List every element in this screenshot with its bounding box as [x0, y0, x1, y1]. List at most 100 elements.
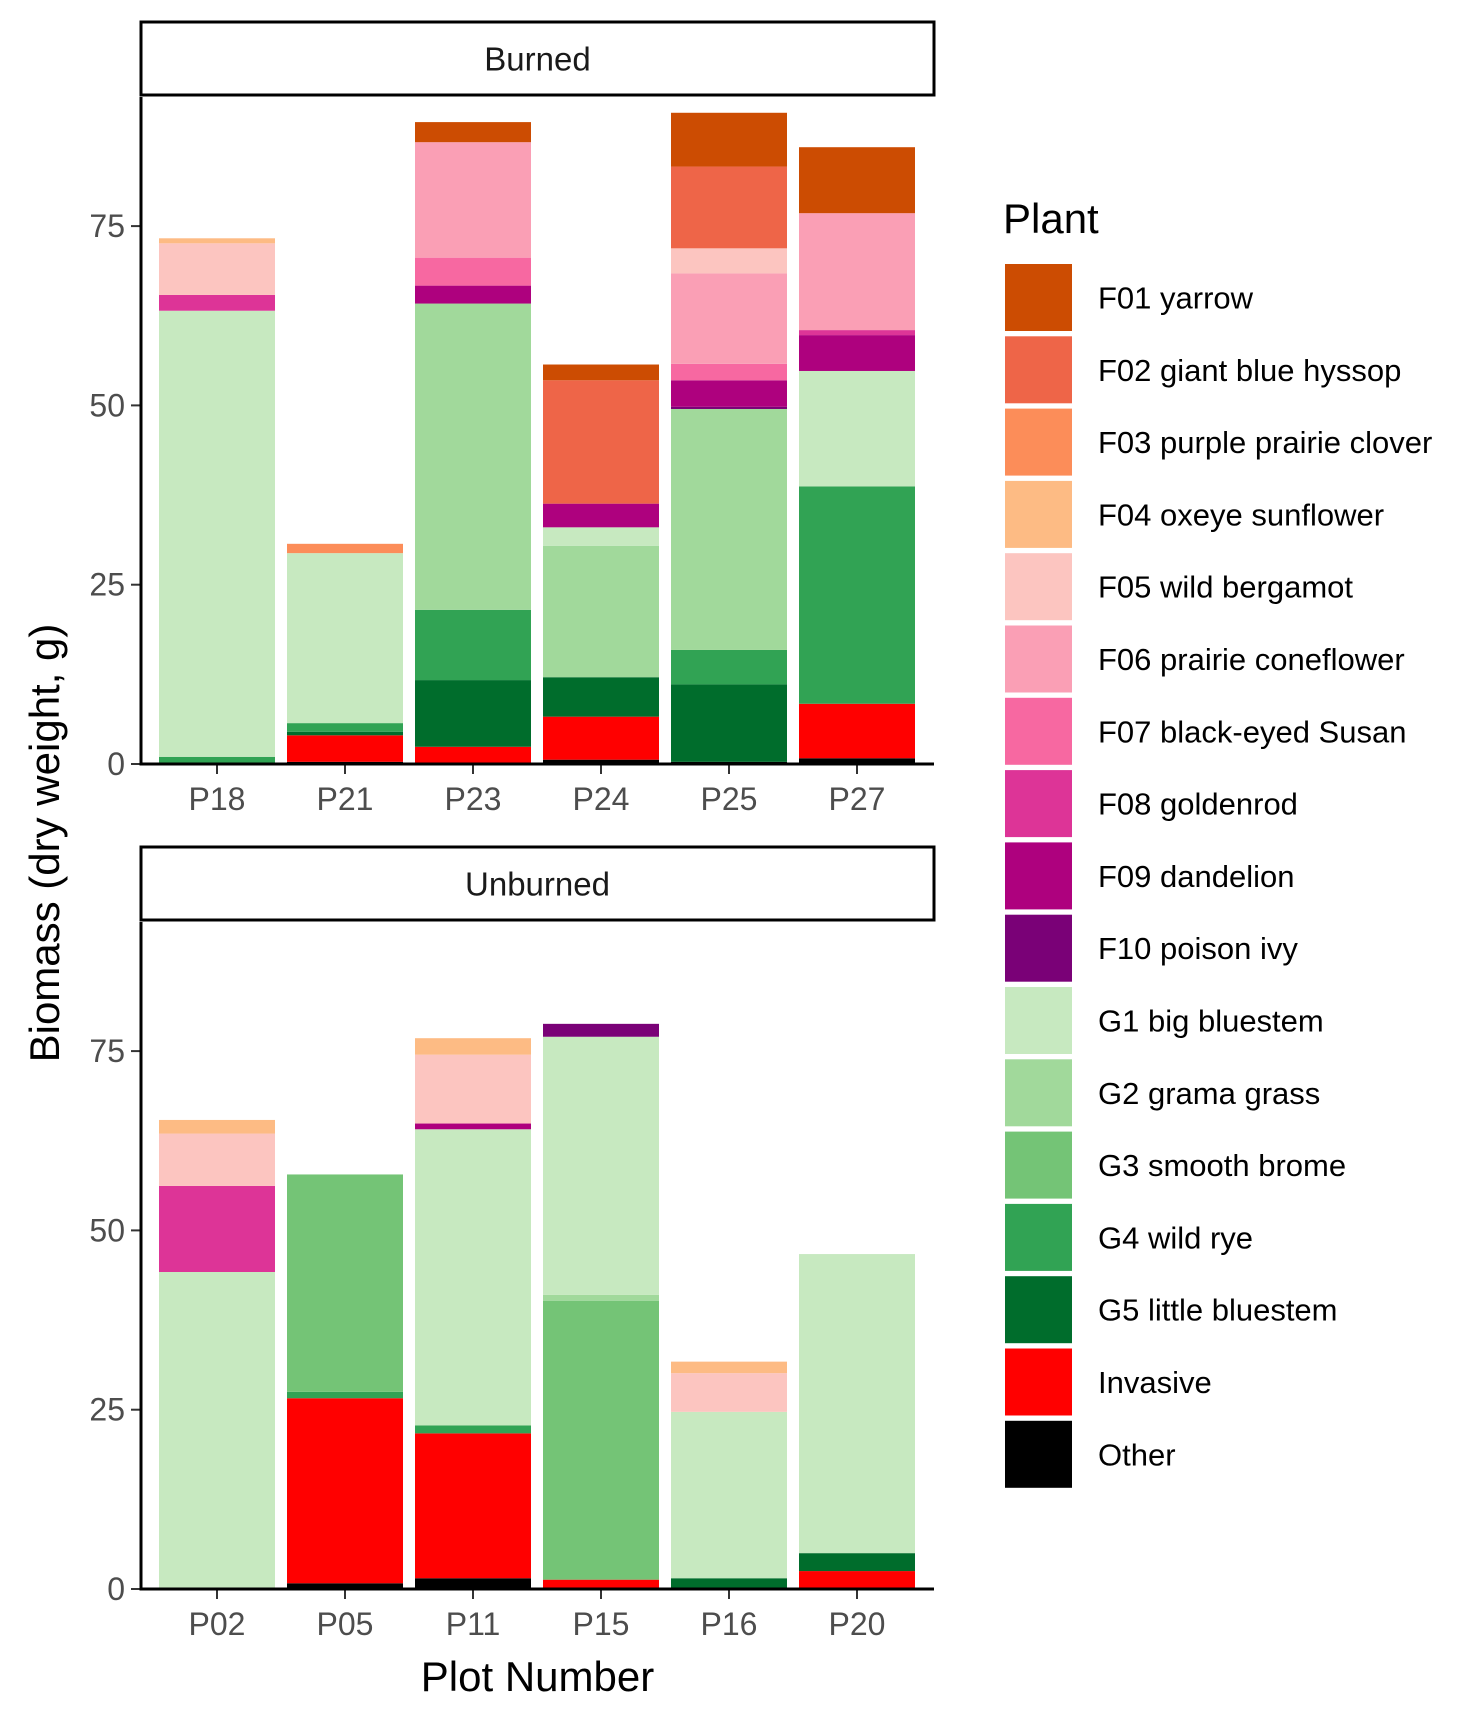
bar-segment-p05-g3-smooth-brome: [287, 1174, 403, 1392]
bar-segment-p02-g1-big-bluestem: [159, 1271, 275, 1588]
legend-key-other: [1005, 1420, 1072, 1488]
bar-segment-p25-g2-grama-grass: [671, 408, 787, 650]
legend-label-g2-grama-grass: G2 grama grass: [1098, 1076, 1320, 1111]
bar-segment-p11-f04-oxeye-sunflower: [415, 1038, 531, 1055]
x-tick-label-p23: P23: [445, 781, 502, 817]
bar-segment-p24-f02-giant-blue-hyssop: [543, 380, 659, 504]
bar-segment-p27-f01-yarrow: [799, 147, 915, 214]
bar-segment-p23-f01-yarrow: [415, 122, 531, 143]
x-tick-label-p16: P16: [701, 1606, 758, 1642]
legend-key-f02-giant-blue-hyssop: [1005, 336, 1072, 404]
bar-segment-p15-g3-smooth-brome: [543, 1300, 659, 1580]
bar-segment-p24-invasive: [543, 716, 659, 760]
y-tick-label-0: 0: [107, 746, 125, 782]
bar-segment-p21-g4-wild-rye: [287, 723, 403, 732]
y-axis-title: Biomass (dry weight, g): [21, 624, 68, 1063]
x-tick-label-p24: P24: [573, 781, 630, 817]
legend-label-f03-purple-prairie-clover: F03 purple prairie clover: [1098, 425, 1432, 460]
y-tick-label-0: 0: [107, 1571, 125, 1607]
legend-title: Plant: [1003, 195, 1099, 242]
legend-key-f04-oxeye-sunflower: [1005, 480, 1072, 548]
bar-segment-p21-g1-big-bluestem: [287, 553, 403, 724]
bar-segment-p21-g5-little-bluestem: [287, 731, 403, 736]
bar-segment-p24-f09-dandelion: [543, 503, 659, 528]
legend-label-f02-giant-blue-hyssop: F02 giant blue hyssop: [1098, 353, 1401, 388]
y-tick-label-25: 25: [89, 1392, 125, 1428]
legend-key-invasive: [1005, 1348, 1072, 1416]
legend-label-other: Other: [1098, 1437, 1176, 1472]
legend-key-f03-purple-prairie-clover: [1005, 408, 1072, 476]
bar-segment-p25-f01-yarrow: [671, 112, 787, 167]
legend-label-invasive: Invasive: [1098, 1365, 1212, 1400]
bar-segment-p23-f09-dandelion: [415, 285, 531, 304]
bar-segment-p23-g4-wild-rye: [415, 609, 531, 681]
bar-segment-p20-g5-little-bluestem: [799, 1553, 915, 1572]
bar-segment-p25-f07-black-eyed-susan: [671, 363, 787, 381]
bar-segment-p11-g4-wild-rye: [415, 1425, 531, 1434]
legend-label-f04-oxeye-sunflower: F04 oxeye sunflower: [1098, 497, 1384, 532]
bar-segment-p24-g5-little-bluestem: [543, 677, 659, 717]
bar-segment-p23-g2-grama-grass: [415, 303, 531, 610]
bar-segment-p21-f03-purple-prairie-clover: [287, 543, 403, 554]
y-tick-label-50: 50: [89, 387, 125, 423]
x-tick-label-p18: P18: [189, 781, 246, 817]
bar-segment-p18-f05-wild-bergamot: [159, 243, 275, 295]
bar-segment-p11-g1-big-bluestem: [415, 1129, 531, 1426]
bar-segment-p05-other: [287, 1583, 403, 1589]
x-axis-title: Plot Number: [421, 1653, 654, 1700]
panel-title-burned: Burned: [484, 41, 590, 78]
legend-key-f08-goldenrod: [1005, 770, 1072, 838]
legend-key-f09-dandelion: [1005, 842, 1072, 910]
x-tick-label-p25: P25: [701, 781, 758, 817]
legend-key-g2-grama-grass: [1005, 1059, 1072, 1127]
bar-segment-p27-invasive: [799, 703, 915, 759]
legend-label-g3-smooth-brome: G3 smooth brome: [1098, 1148, 1346, 1183]
bar-segment-p15-invasive: [543, 1579, 659, 1589]
bar-segment-p27-f09-dandelion: [799, 335, 915, 371]
bar-segment-p25-f09-dandelion: [671, 380, 787, 407]
bar-segment-p25-g5-little-bluestem: [671, 684, 787, 762]
bar-segment-p20-g1-big-bluestem: [799, 1254, 915, 1554]
bar-segment-p16-g1-big-bluestem: [671, 1411, 787, 1579]
panel-unburned: Unburned P02 P05 P11 P15 P16 P20 0 25 50 75: [89, 845, 936, 1642]
bar-segment-p11-f05-wild-bergamot: [415, 1054, 531, 1124]
x-tick-label-p05: P05: [317, 1606, 374, 1642]
bar-segment-p23-f06-prairie-coneflower: [415, 142, 531, 258]
bar-segment-p27-g1-big-bluestem: [799, 370, 915, 487]
bar-segment-p24-g2-grama-grass: [543, 545, 659, 678]
y-tick-label-25: 25: [89, 567, 125, 603]
bar-segment-p23-invasive: [415, 746, 531, 764]
bar-segment-p15-f10-poison-ivy: [543, 1023, 659, 1037]
bar-segment-p23-g5-little-bluestem: [415, 680, 531, 747]
legend-label-f05-wild-bergamot: F05 wild bergamot: [1098, 570, 1353, 605]
bar-segment-p25-f02-giant-blue-hyssop: [671, 166, 787, 249]
bar-segment-p05-g4-wild-rye: [287, 1391, 403, 1399]
legend-key-f01-yarrow: [1005, 264, 1072, 331]
bar-segment-p25-f10-poison-ivy: [671, 406, 787, 409]
bar-segment-p23-f07-black-eyed-susan: [415, 257, 531, 286]
legend-label-f07-black-eyed-susan: F07 black-eyed Susan: [1098, 714, 1406, 749]
bar-segment-p11-invasive: [415, 1433, 531, 1579]
legend-label-f08-goldenrod: F08 goldenrod: [1098, 787, 1298, 822]
legend-key-g1-big-bluestem: [1005, 987, 1072, 1054]
bar-segment-p27-other: [799, 758, 915, 764]
bar-segment-p02-f04-oxeye-sunflower: [159, 1119, 275, 1134]
bar-segment-p18-g1-big-bluestem: [159, 310, 275, 757]
bar-segment-p27-g4-wild-rye: [799, 486, 915, 704]
legend-key-f05-wild-bergamot: [1005, 553, 1072, 621]
bar-segment-p25-f06-prairie-coneflower: [671, 273, 787, 364]
legend-label-f09-dandelion: F09 dandelion: [1098, 859, 1295, 894]
legend-key-g4-wild-rye: [1005, 1203, 1072, 1271]
bar-segment-p18-f08-goldenrod: [159, 294, 275, 311]
bar-segment-p24-g1-big-bluestem: [543, 527, 659, 546]
bar-segment-p21-invasive: [287, 735, 403, 762]
bar-segment-p16-g5-little-bluestem: [671, 1578, 787, 1589]
bar-segment-p11-f09-dandelion: [415, 1123, 531, 1130]
bar-segment-p27-f06-prairie-coneflower: [799, 213, 915, 331]
legend-label-g4-wild-rye: G4 wild rye: [1098, 1220, 1253, 1255]
legend-key-f10-poison-ivy: [1005, 914, 1072, 982]
x-tick-label-p20: P20: [829, 1606, 886, 1642]
bar-segment-p16-f05-wild-bergamot: [671, 1373, 787, 1412]
